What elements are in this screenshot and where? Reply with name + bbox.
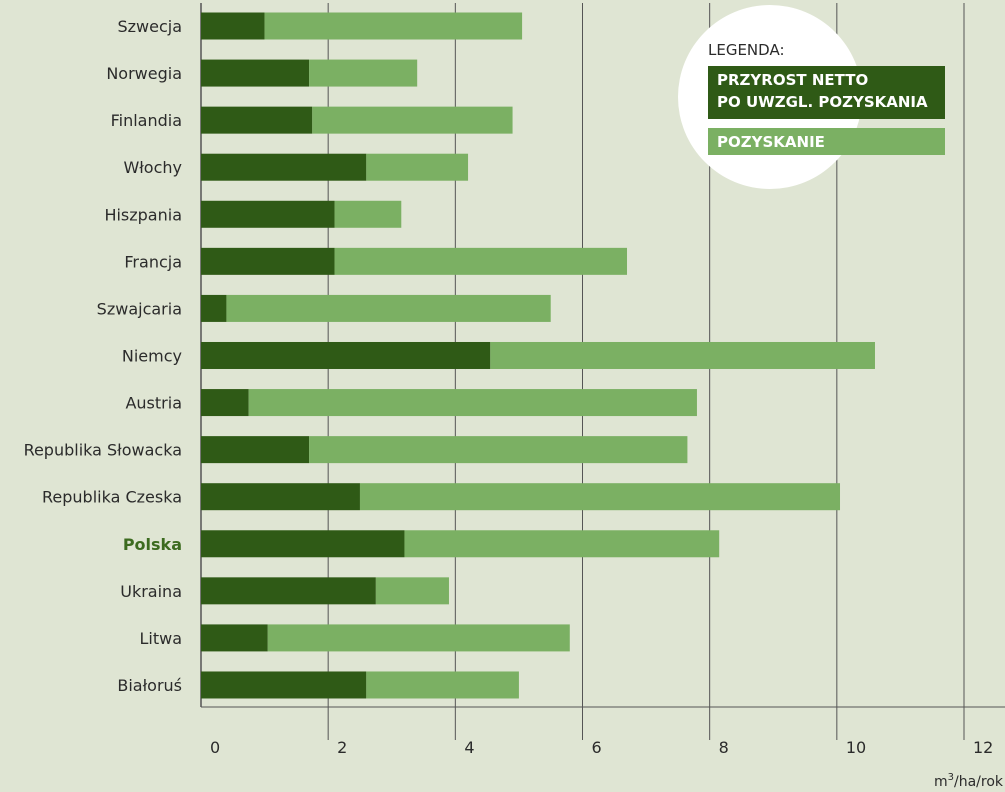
bar-segment-harvest xyxy=(309,436,688,464)
bar-segment-harvest xyxy=(366,671,519,699)
bar-segment-harvest xyxy=(366,153,469,181)
bar-segment-net-growth xyxy=(201,341,491,369)
bar-segment-harvest xyxy=(312,106,513,134)
bar-segment-net-growth xyxy=(201,389,249,417)
legend-label: PO UWZGL. POZYSKANIA xyxy=(717,93,928,111)
legend-swatch xyxy=(708,66,945,119)
bar-segment-net-growth xyxy=(201,436,310,464)
x-tick-label: 10 xyxy=(846,738,866,757)
bar-segment-harvest xyxy=(490,341,875,369)
category-label: Republika Czeska xyxy=(42,488,182,507)
category-label: Francja xyxy=(124,252,182,271)
legend: LEGENDA: PRZYROST NETTO PO UWZGL. POZYSKA… xyxy=(678,5,945,189)
bar-segment-net-growth xyxy=(201,153,367,181)
category-labels: Szwecja Norwegia Finlandia Włochy Hiszpania F… xyxy=(24,17,182,695)
bar-segment-harvest xyxy=(248,389,697,417)
bar-segment-harvest xyxy=(226,294,551,322)
category-label: Ukraina xyxy=(120,582,182,601)
legend-swatch xyxy=(708,128,945,155)
bar-segment-net-growth xyxy=(201,294,227,322)
category-label: Niemcy xyxy=(122,346,182,365)
bar-segment-net-growth xyxy=(201,483,360,511)
category-label: Polska xyxy=(123,535,182,554)
x-tick-label: 2 xyxy=(337,738,347,757)
bar-segment-harvest xyxy=(404,530,720,558)
bar-segment-harvest xyxy=(375,577,449,605)
bar-segment-harvest xyxy=(264,12,523,40)
bar-segment-net-growth xyxy=(201,59,310,87)
legend-label: POZYSKANIE xyxy=(717,133,825,151)
bar-segment-net-growth xyxy=(201,671,367,699)
category-label: Norwegia xyxy=(106,64,182,83)
x-tick-label: 8 xyxy=(719,738,729,757)
x-tick-label: 6 xyxy=(592,738,602,757)
category-label: Republika Słowacka xyxy=(24,441,182,460)
bars xyxy=(201,12,875,699)
x-axis-unit-label: m3/ha/rok xyxy=(934,772,1004,790)
bar-segment-net-growth xyxy=(201,577,376,605)
x-tick-label: 4 xyxy=(464,738,474,757)
bar-segment-net-growth xyxy=(201,247,335,275)
bar-segment-harvest xyxy=(359,483,841,511)
category-label: Szwecja xyxy=(117,17,182,36)
bar-segment-net-growth xyxy=(201,624,268,652)
category-label: Hiszpania xyxy=(104,205,182,224)
x-axis-ticks: 0 2 4 6 8 10 12 xyxy=(210,738,993,757)
category-label: Litwa xyxy=(139,629,182,648)
x-tick-label: 12 xyxy=(973,738,993,757)
category-label: Włochy xyxy=(123,158,182,177)
x-tick-label: 0 xyxy=(210,738,220,757)
bar-segment-net-growth xyxy=(201,530,405,558)
legend-label: PRZYROST NETTO xyxy=(717,71,868,89)
category-label: Austria xyxy=(125,394,182,413)
bar-segment-harvest xyxy=(309,59,418,87)
bar-segment-harvest xyxy=(334,200,402,228)
bar-segment-harvest xyxy=(334,247,628,275)
bar-segment-net-growth xyxy=(201,12,265,40)
bar-segment-harvest xyxy=(267,624,570,652)
category-label: Białoruś xyxy=(117,676,182,695)
bar-segment-net-growth xyxy=(201,200,335,228)
category-label: Szwajcaria xyxy=(97,299,182,318)
legend-title: LEGENDA: xyxy=(708,41,785,59)
bar-segment-net-growth xyxy=(201,106,313,134)
category-label: Finlandia xyxy=(111,111,182,130)
